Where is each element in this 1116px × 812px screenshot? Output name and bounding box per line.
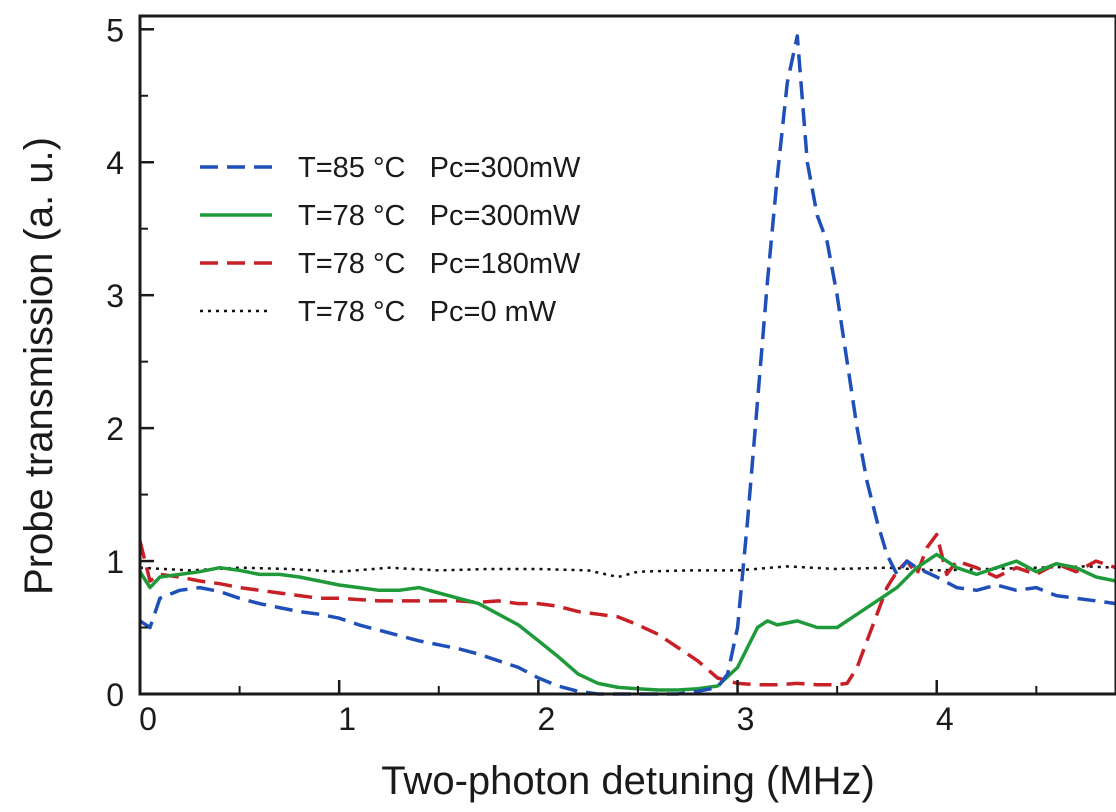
plot-frame (138, 14, 1116, 696)
plot-area (138, 34, 1116, 696)
y-tick-label: 3 (106, 278, 124, 314)
legend-label-2: T=78 °C Pc=300mW (298, 200, 581, 232)
series-line-3 (138, 532, 1116, 687)
x-tick-label: 0 (139, 701, 157, 737)
x-tick-label: 1 (338, 701, 356, 737)
legend-label-4: T=78 °C Pc=0 mW (298, 296, 557, 328)
y-axis-title: Probe transmission (a. u.) (17, 137, 61, 595)
y-tick-label: 4 (106, 145, 124, 181)
x-tick-label: 3 (737, 701, 755, 737)
legend-label-1: T=85 °C Pc=300mW (298, 152, 581, 184)
x-tick-label: 4 (936, 701, 954, 737)
series-line-1 (139, 34, 1116, 696)
legend: T=85 °C Pc=300mW T=78 °C Pc=300mW T=78 °C … (200, 152, 581, 328)
x-tick-label: 2 (537, 701, 555, 737)
legend-label-3: T=78 °C Pc=180mW (298, 248, 581, 280)
y-tick-label: 5 (106, 12, 124, 48)
series-line-4 (139, 565, 1116, 579)
x-axis: 0 1 2 3 4 (138, 680, 1038, 737)
y-tick-label: 2 (106, 411, 124, 447)
y-axis: 0 1 2 3 4 5 (106, 12, 154, 713)
y-tick-label: 0 (106, 677, 124, 713)
x-axis-title: Two-photon detuning (MHz) (381, 759, 875, 803)
y-tick-label: 1 (106, 544, 124, 580)
